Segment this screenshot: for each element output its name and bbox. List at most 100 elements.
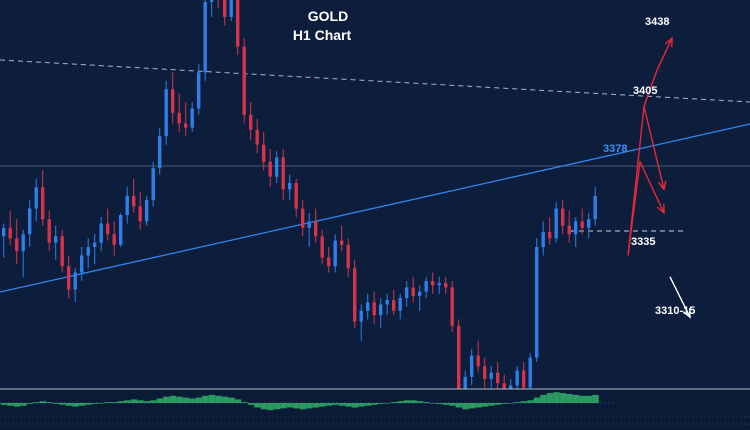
oscillator-bar [436, 403, 443, 404]
candle-body [138, 206, 142, 222]
oscillator-bar [46, 402, 53, 403]
candle-body [158, 136, 162, 169]
candle-body [41, 187, 45, 220]
candle-body [580, 221, 584, 228]
oscillator-bar [429, 403, 437, 404]
level-label-3335: 3335 [631, 236, 655, 248]
candle-body [249, 114, 253, 130]
candle-body [314, 221, 318, 237]
oscillator-bar [488, 403, 495, 406]
candle-body [275, 157, 279, 177]
candle-body [561, 208, 565, 226]
candle-body [145, 200, 149, 222]
oscillator-bar [468, 403, 476, 409]
candle-body [385, 300, 389, 305]
chart-title: GOLD [308, 8, 348, 24]
oscillator-bar [130, 399, 138, 403]
candle-body [515, 370, 519, 386]
candle-body [327, 257, 331, 267]
candle-body [67, 266, 71, 290]
oscillator-bar [312, 403, 320, 408]
oscillator-bar [377, 403, 385, 404]
candle-body [496, 372, 500, 384]
candle-body [301, 208, 305, 228]
candle-body [476, 355, 480, 367]
oscillator-bar [553, 392, 560, 403]
oscillator-bar [7, 403, 14, 406]
oscillator-bar [462, 403, 469, 410]
oscillator-bar [475, 403, 482, 408]
candle-body [554, 208, 558, 239]
candle-body [99, 223, 103, 243]
candle-body [431, 281, 435, 286]
candle-body [73, 272, 77, 290]
candle-body [333, 240, 337, 267]
bullish-target-arrow [643, 37, 673, 107]
oscillator-bar [371, 403, 378, 405]
candle-body [190, 108, 194, 128]
candle-body [268, 161, 272, 177]
oscillator-bar [254, 403, 261, 408]
candle-body [119, 214, 123, 245]
candle-body [405, 287, 409, 299]
oscillator-bar [520, 401, 528, 403]
oscillator-bar [397, 401, 404, 403]
oscillator-bar [169, 395, 177, 403]
oscillator-bar [364, 403, 372, 406]
candle-body [294, 183, 298, 209]
candle-body [340, 240, 344, 245]
level-label-3405: 3405 [633, 85, 657, 97]
oscillator-bar [117, 401, 125, 403]
candle-body [2, 227, 6, 237]
oscillator-bar [273, 403, 281, 410]
oscillator-bar [20, 403, 27, 406]
candle-body [587, 219, 591, 228]
oscillator-bar [585, 395, 593, 403]
candle-body [372, 302, 376, 316]
candle-body [125, 195, 129, 215]
oscillator-bar [403, 400, 411, 403]
oscillator-bar [59, 403, 66, 405]
oscillator-bar [150, 400, 157, 403]
oscillator-bar [91, 403, 99, 404]
candle-body [541, 232, 545, 247]
candle-body [457, 325, 461, 397]
candle-body [593, 195, 597, 220]
candle-body [392, 300, 396, 311]
oscillator-bar [163, 396, 170, 403]
candle-body [366, 302, 370, 311]
candle-body [398, 298, 402, 311]
oscillator-bar [176, 396, 183, 403]
oscillator-bar [546, 393, 554, 403]
candle-body [60, 236, 64, 267]
candle-body [47, 219, 51, 243]
oscillator-bar [481, 403, 489, 407]
oscillator-bar [104, 402, 112, 403]
oscillator-bar [247, 403, 255, 405]
bearish-pullback-arrow [627, 161, 665, 256]
oscillator-bar [78, 403, 86, 406]
oscillator-bar [501, 403, 508, 404]
level-label-3378: 3378 [603, 143, 627, 155]
chart-subtitle: H1 Chart [293, 27, 352, 43]
candle-body [86, 246, 90, 256]
candle-body [346, 244, 350, 269]
oscillator-bar [124, 400, 131, 403]
bearish-pullback-arrow-head [656, 203, 665, 215]
candle-body [112, 234, 116, 245]
oscillator-bar [228, 397, 235, 403]
candle-body [21, 234, 25, 252]
resistance-dashed-line [0, 59, 750, 103]
candle-body [281, 157, 285, 190]
candle-body [177, 112, 181, 124]
oscillator-bar [202, 395, 209, 403]
candle-body [424, 281, 428, 292]
oscillator-bar [208, 394, 216, 403]
candle-body [93, 242, 97, 247]
oscillator-bar [494, 403, 502, 405]
candle-body [437, 283, 441, 286]
oscillator-bar [182, 397, 190, 403]
candlesticks [2, 0, 597, 409]
